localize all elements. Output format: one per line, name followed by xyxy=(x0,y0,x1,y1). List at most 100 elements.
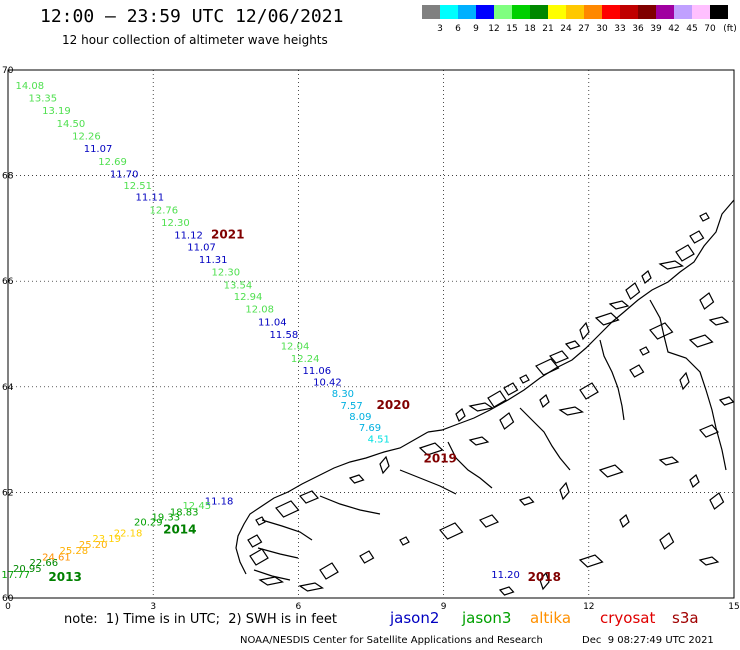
wave-height-label: 12.04 xyxy=(281,342,310,353)
coast-segment xyxy=(427,199,735,433)
coast-segment xyxy=(399,469,457,495)
colorbar-swatch xyxy=(548,5,566,19)
island-outline xyxy=(579,321,590,341)
island-outline xyxy=(689,230,705,244)
colorbar-swatch xyxy=(494,5,512,19)
coast-segment xyxy=(257,547,299,559)
credit-text: NOAA/NESDIS Center for Satellite Applica… xyxy=(240,635,543,646)
coast-segment xyxy=(319,495,381,515)
wave-height-label: 14.08 xyxy=(15,81,44,92)
colorbar-label: 9 xyxy=(473,24,479,34)
island-outline xyxy=(689,474,700,488)
wave-height-label: 11.07 xyxy=(84,144,113,155)
island-outline xyxy=(629,364,645,378)
island-outline xyxy=(249,548,269,566)
wave-height-label: 12.94 xyxy=(234,292,263,303)
island-outline xyxy=(348,474,365,484)
wave-height-label: 11.11 xyxy=(135,193,164,204)
wave-height-label: 4.51 xyxy=(368,435,390,446)
x-tick-label: 6 xyxy=(296,602,302,612)
year-label: 2013 xyxy=(48,570,81,584)
satellite-legend-altika: altika xyxy=(530,609,572,627)
y-tick-label: 66 xyxy=(2,277,14,287)
island-outline xyxy=(539,571,550,591)
wave-height-label: 12.76 xyxy=(150,205,179,216)
island-outline xyxy=(518,496,535,506)
colorbar-label: 70 xyxy=(704,24,716,34)
island-outline xyxy=(299,490,319,504)
island-outline xyxy=(708,316,730,326)
wave-height-label: 23.19 xyxy=(92,534,121,545)
year-label: 2018 xyxy=(528,570,561,584)
x-tick-labels: 0 3 6 9 12 15 xyxy=(5,602,740,612)
coast-segment xyxy=(649,299,727,471)
island-outline xyxy=(709,492,725,510)
wave-height-label: 19.33 xyxy=(151,513,180,524)
colorbar-unit: (ft) xyxy=(723,24,737,34)
wave-height-label: 14.50 xyxy=(57,119,86,130)
island-outline xyxy=(359,550,375,564)
island-outline xyxy=(698,556,720,566)
wave-height-label: 11.06 xyxy=(302,366,331,377)
island-outline xyxy=(718,396,735,406)
colorbar-label: 42 xyxy=(668,24,680,34)
wave-height-label: 12.51 xyxy=(123,181,152,192)
colorbar-label: 45 xyxy=(686,24,698,34)
island-outline xyxy=(608,300,630,310)
island-outline xyxy=(519,374,530,384)
island-outline xyxy=(255,516,266,526)
wave-height-label: 18.83 xyxy=(170,507,199,518)
wave-height-label: 24.61 xyxy=(42,552,71,563)
x-tick-label: 0 xyxy=(5,602,11,612)
year-labels: 2021 2020 2019 2014 2013 2018 xyxy=(48,228,561,584)
page-subtitle: 12 hour collection of altimeter wave hei… xyxy=(62,33,328,47)
wave-height-label: 11.18 xyxy=(205,496,234,507)
wave-height-label: 12.45 xyxy=(182,501,211,512)
island-outline xyxy=(579,382,599,400)
island-outline xyxy=(699,424,719,438)
x-tick-label: 9 xyxy=(441,602,447,612)
island-outline xyxy=(468,436,490,446)
satellite-legend-cryosat: cryosat xyxy=(600,609,656,627)
island-outline xyxy=(658,456,680,466)
island-outline xyxy=(275,500,300,518)
satellite-legend-jason3: jason3 xyxy=(462,609,512,627)
y-tick-label: 60 xyxy=(2,594,14,604)
island-outline xyxy=(479,514,499,528)
colorbar-swatch xyxy=(602,5,620,19)
island-outline xyxy=(379,455,390,475)
colorbar-label: 3 xyxy=(437,24,443,34)
wave-height-label: 7.69 xyxy=(359,423,381,434)
wave-height-label: 25.28 xyxy=(60,546,89,557)
island-outline xyxy=(639,346,650,356)
colorbar-label: 39 xyxy=(650,24,662,34)
island-outline xyxy=(319,562,339,580)
wave-height-label: 8.30 xyxy=(332,389,354,400)
wave-height-label: 8.09 xyxy=(349,412,371,423)
colorbar-label: 27 xyxy=(578,24,590,34)
wave-height-label: 10.42 xyxy=(313,378,342,389)
island-outline xyxy=(498,586,515,596)
wave-height-label: 20.95 xyxy=(13,564,42,575)
island-outline xyxy=(641,270,652,284)
wave-height-label: 22.66 xyxy=(29,558,58,569)
footer-note: note: 1) Time is in UTC; 2) SWH is in fe… xyxy=(64,612,337,627)
wave-height-label: 13.54 xyxy=(224,280,253,291)
colorbar-swatch xyxy=(584,5,602,19)
island-outline xyxy=(594,312,620,326)
coast-segment xyxy=(519,407,571,471)
x-tick-label: 3 xyxy=(150,602,156,612)
y-tick-label: 64 xyxy=(2,383,14,393)
wave-height-label: 11.20 xyxy=(491,570,520,581)
y-tick-label: 70 xyxy=(2,66,14,76)
map-frame xyxy=(7,69,735,599)
island-outline xyxy=(688,334,714,348)
colorbar-swatch xyxy=(476,5,494,19)
island-outline xyxy=(658,260,685,270)
island-outline xyxy=(503,382,519,396)
year-label: 2014 xyxy=(163,522,196,536)
colorbar-label: 24 xyxy=(560,24,572,34)
wave-height-label: 12.30 xyxy=(161,218,190,229)
